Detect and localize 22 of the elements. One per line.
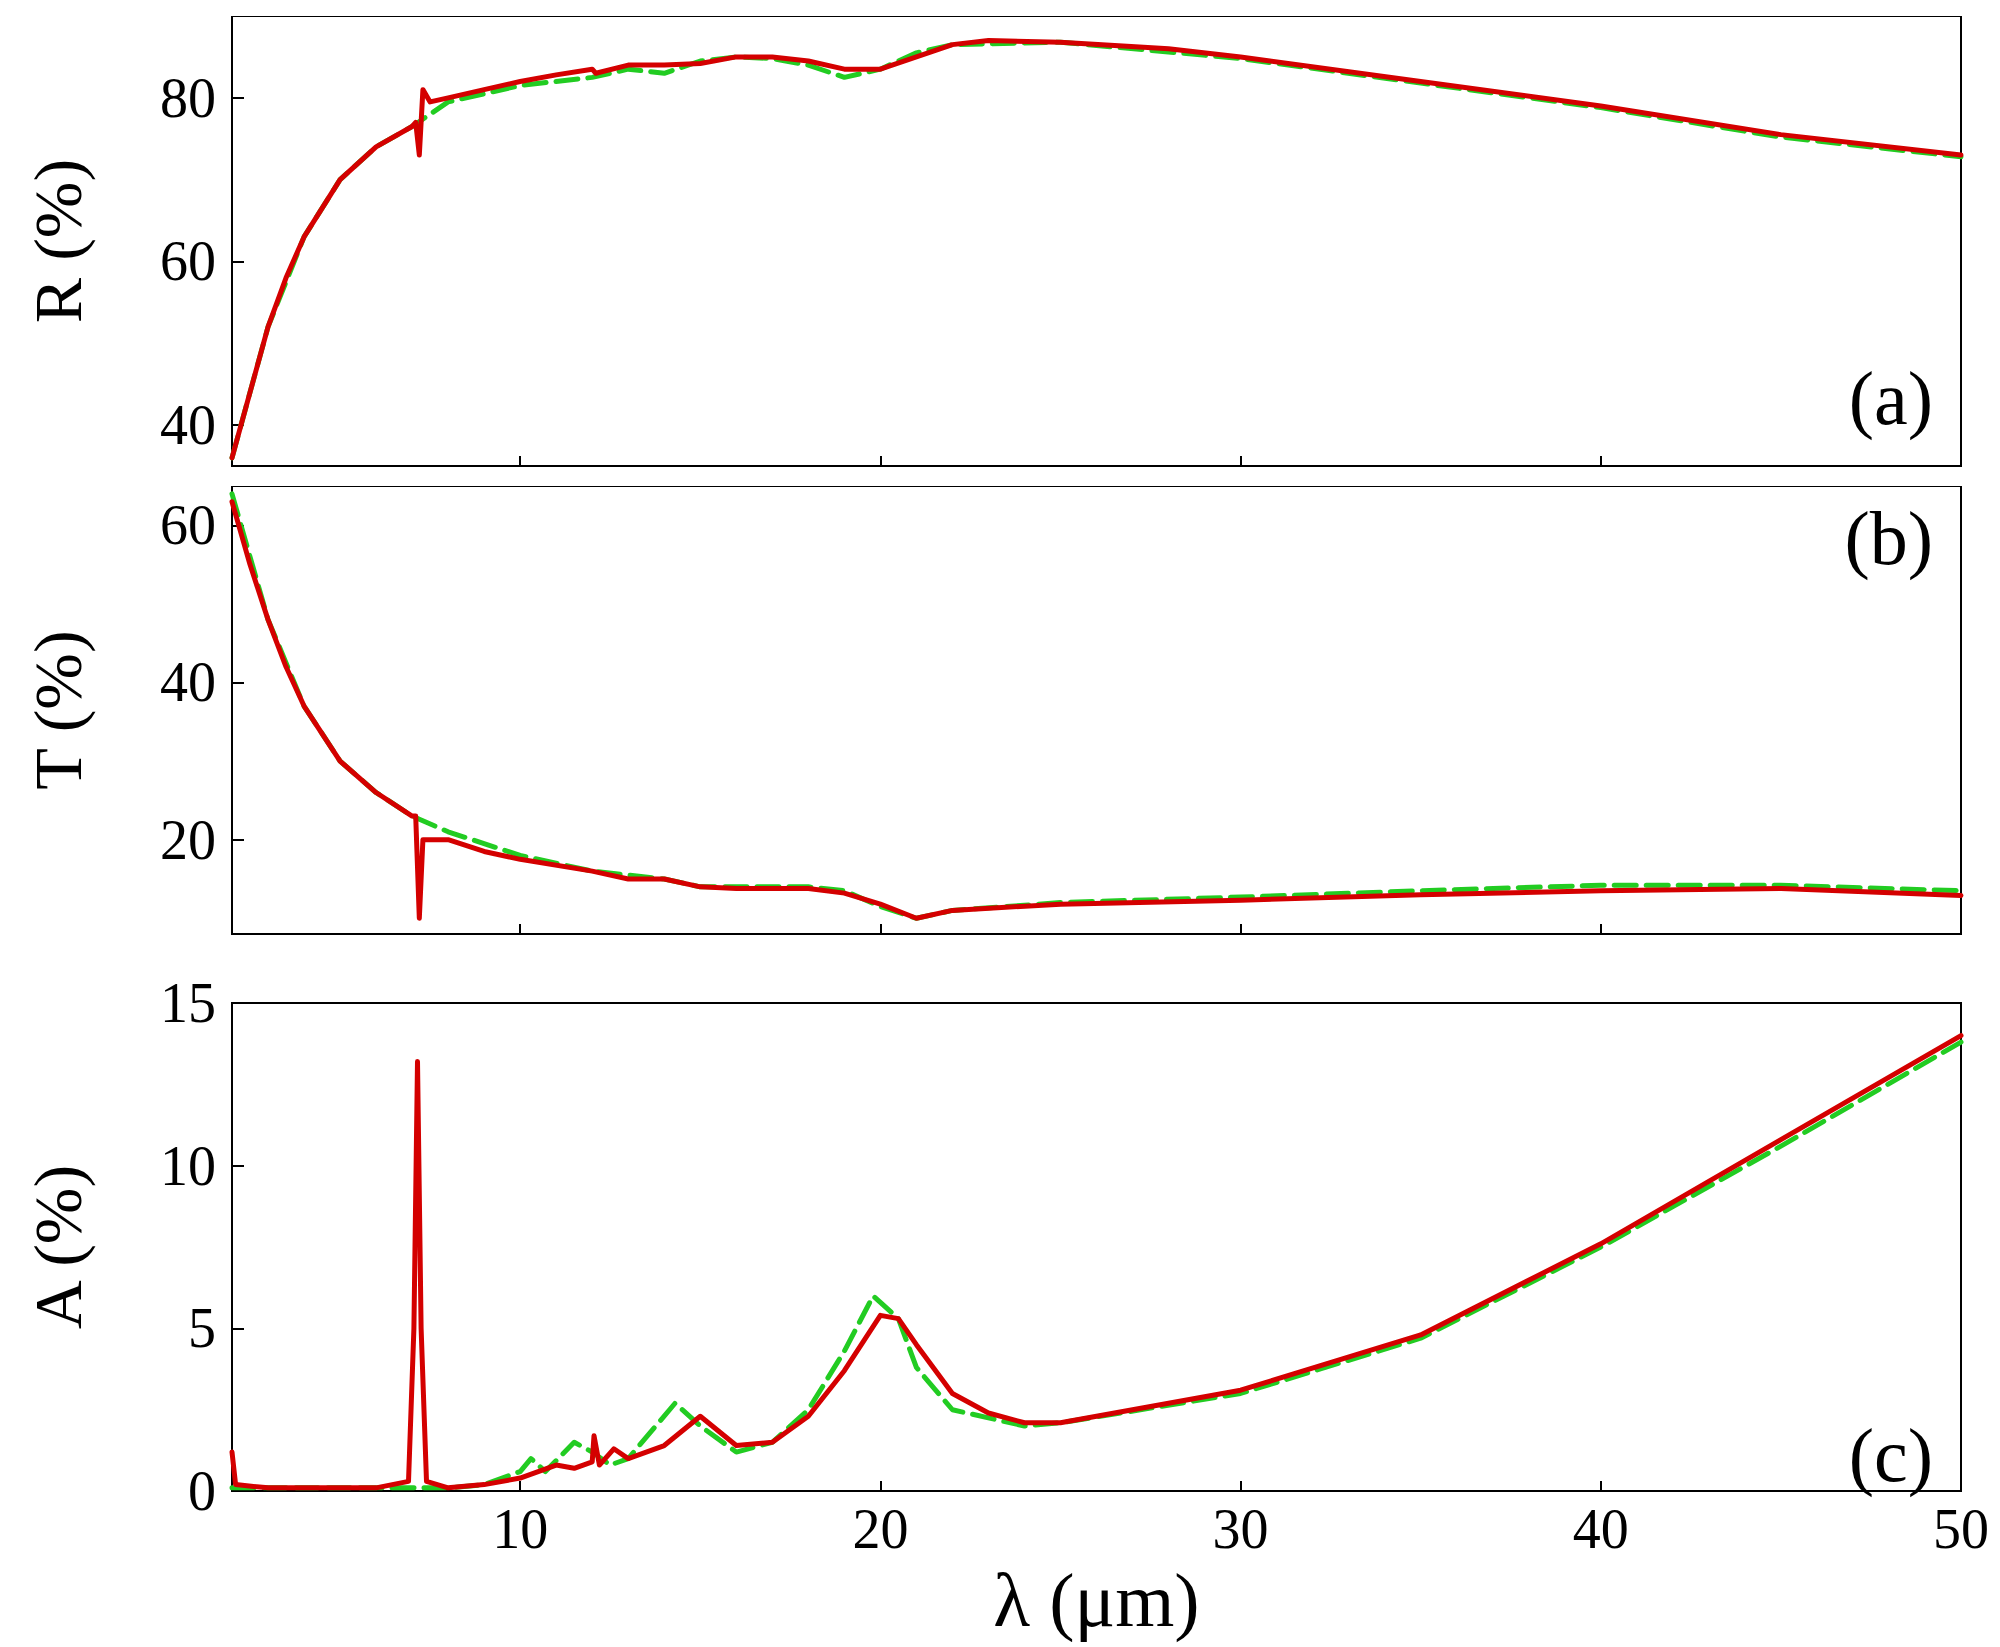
y-tick-label: 40: [160, 651, 216, 714]
x-tick-label: 10: [492, 1498, 549, 1561]
y-tick-label: 0: [188, 1460, 216, 1523]
y-tick-label: 20: [160, 808, 216, 871]
x-tick-label: 30: [1212, 1498, 1269, 1561]
y-tick-label: 15: [160, 972, 216, 1034]
y-tick-label: 60: [160, 230, 216, 293]
y-tick-label: 80: [160, 66, 216, 129]
annotation: (b): [1844, 496, 1934, 581]
annotation: (a): [1848, 356, 1934, 441]
y-axis-title: A (%): [20, 1164, 96, 1330]
y-tick-label: 5: [188, 1297, 216, 1360]
y-tick-label: 60: [160, 494, 216, 557]
y-axis-title: R (%): [20, 158, 96, 324]
y-axis-title: T (%): [20, 630, 96, 790]
x-tick-label: 40: [1572, 1498, 1629, 1561]
y-tick-label: 10: [160, 1134, 216, 1197]
x-tick-label: 20: [852, 1498, 909, 1561]
y-tick-label: 40: [160, 394, 216, 457]
x-axis-title: λ (μm): [993, 1558, 1200, 1643]
x-tick-label: 50: [1933, 1498, 1989, 1561]
annotation: (c): [1848, 1413, 1934, 1498]
